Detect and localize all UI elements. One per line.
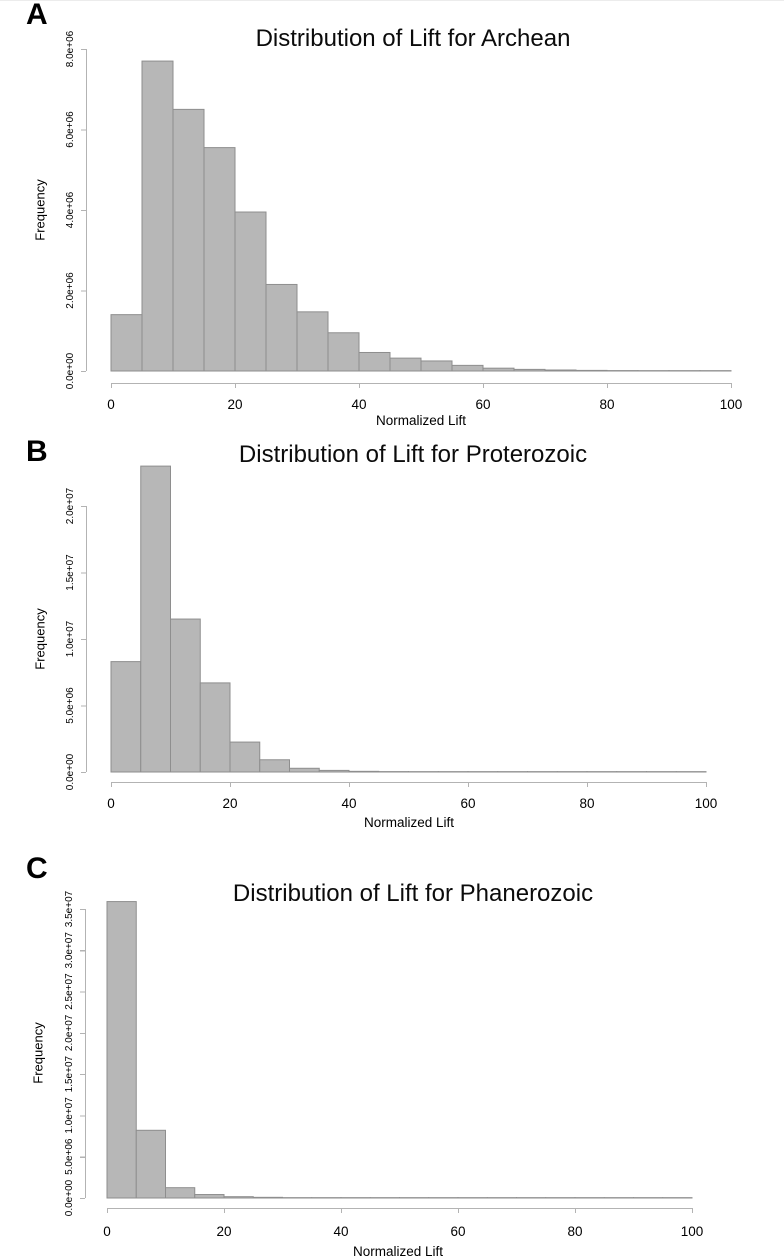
y-tick-label: 2.5e+07 (64, 973, 75, 1010)
panel-b-plot: 0.0e+00 5.0e+06 1.0e+07 1.5e+07 2.0e+07 0 20 40… (0, 421, 784, 841)
histogram-bar (297, 312, 328, 371)
x-tick-label: 20 (227, 397, 242, 412)
panel-c-title: Distribution of Lift for Phanerozoic (233, 880, 593, 908)
histogram-bar (390, 358, 421, 371)
x-tick-label: 100 (695, 796, 718, 811)
histogram-bar (171, 619, 201, 772)
x-tick-label: 40 (341, 796, 356, 811)
histogram-bar (260, 760, 290, 772)
panel-a: 0.0e+00 2.0e+06 4.0e+06 6.0e+06 8.0e+06 0 20 40… (0, 1, 784, 421)
histogram-bar (136, 1130, 165, 1198)
panel-c-x-axis-label: Normalized Lift (353, 1244, 443, 1259)
x-tick-label: 80 (599, 397, 614, 412)
x-tick-label: 100 (681, 1224, 704, 1239)
y-tick-label: 1.0e+07 (64, 1097, 75, 1134)
y-tick-label: 2.0e+07 (64, 1014, 75, 1051)
x-tick-label: 0 (107, 796, 115, 811)
y-tick-label: 0.0e+00 (65, 753, 76, 790)
histogram-bar (349, 771, 379, 772)
histogram-bar (204, 148, 235, 371)
histogram-bar (224, 1197, 253, 1198)
histogram-bar (253, 1197, 282, 1198)
x-tick-label: 100 (720, 397, 743, 412)
x-tick-label: 20 (216, 1224, 231, 1239)
histogram-bar (576, 370, 607, 371)
histogram-bar (107, 902, 136, 1198)
x-tick-label: 80 (579, 796, 594, 811)
x-tick-label: 60 (450, 1224, 465, 1239)
y-tick-label: 5.0e+06 (64, 1138, 75, 1175)
y-tick-label: 2.0e+06 (65, 272, 76, 309)
histogram-bar (235, 212, 266, 371)
y-tick-label: 4.0e+06 (65, 191, 76, 228)
histogram-bar (359, 352, 390, 371)
panel-a-letter: A (26, 0, 48, 31)
panel-a-plot: 0.0e+00 2.0e+06 4.0e+06 6.0e+06 8.0e+06 0 20 40… (0, 1, 784, 421)
panel-a-title: Distribution of Lift for Archean (256, 25, 571, 53)
x-tick-label: 0 (103, 1224, 111, 1239)
panel-b-letter: B (26, 435, 48, 468)
histogram-bar (545, 370, 576, 371)
histogram-bar (290, 768, 320, 772)
y-tick-label: 6.0e+06 (65, 111, 76, 148)
y-tick-label: 3.5e+07 (64, 890, 75, 927)
y-tick-label: 8.0e+06 (65, 30, 76, 67)
panel-c-letter: C (26, 852, 48, 885)
histogram-bar (142, 61, 173, 371)
x-tick-label: 0 (107, 397, 115, 412)
histogram-bar (483, 368, 514, 371)
y-tick-label: 1.0e+07 (65, 620, 76, 657)
histogram-bar (111, 315, 142, 371)
histogram-bar (328, 333, 359, 371)
x-tick-label: 40 (351, 397, 366, 412)
histogram-bar (266, 284, 297, 371)
y-tick-label: 2.0e+07 (65, 487, 76, 524)
x-tick-label: 40 (333, 1224, 348, 1239)
histogram-bar (230, 742, 260, 772)
y-tick-label: 0.0e+00 (64, 1179, 75, 1216)
y-tick-label: 5.0e+06 (65, 687, 76, 724)
histogram-bar (195, 1195, 224, 1198)
histogram-bar (141, 466, 171, 772)
panel-b-y-axis-label: Frequency (33, 608, 48, 669)
panel-b-x-axis-label: Normalized Lift (364, 815, 454, 830)
histogram-bar (514, 369, 545, 371)
histogram-bar (452, 365, 483, 371)
panel-b-title: Distribution of Lift for Proterozoic (239, 441, 587, 469)
x-tick-label: 60 (475, 397, 490, 412)
panel-b: 0.0e+00 5.0e+06 1.0e+07 1.5e+07 2.0e+07 0 20 40… (0, 421, 784, 841)
histogram-bar (111, 662, 141, 772)
histogram-bar (421, 361, 452, 371)
panel-c-y-axis-label: Frequency (31, 1022, 46, 1083)
histogram-bar (200, 683, 230, 772)
y-tick-label: 3.0e+07 (64, 932, 75, 969)
y-tick-label: 1.5e+07 (65, 554, 76, 591)
x-tick-label: 20 (222, 796, 237, 811)
panel-c: 0.0e+00 5.0e+06 1.0e+07 1.5e+07 2.0e+07 2.5e+… (0, 841, 784, 1260)
histogram-bar (166, 1188, 195, 1198)
y-tick-label: 0.0e+00 (65, 352, 76, 389)
panel-a-y-axis-label: Frequency (33, 179, 48, 240)
x-tick-label: 80 (567, 1224, 582, 1239)
histogram-bar (173, 109, 204, 371)
y-tick-label: 1.5e+07 (64, 1055, 75, 1092)
histogram-bar (319, 770, 349, 772)
x-tick-label: 60 (460, 796, 475, 811)
